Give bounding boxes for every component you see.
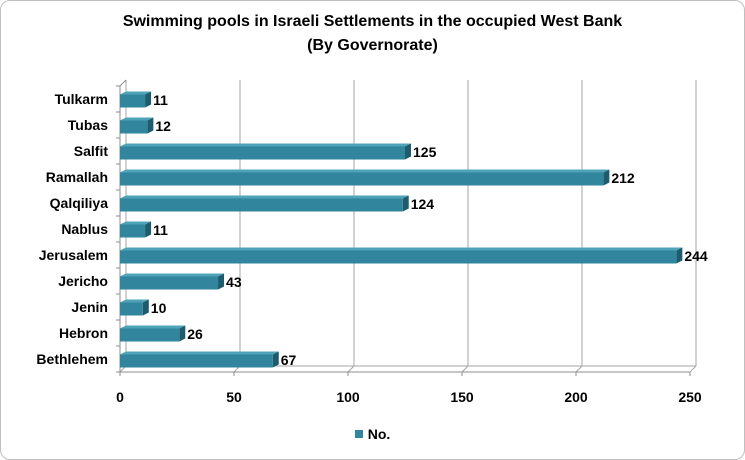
data-label: 244 [684,248,708,264]
bar-front-face [120,250,677,264]
x-tick-label: 50 [226,389,242,405]
data-label: 67 [281,352,297,368]
floor-gridline [689,365,697,373]
axis-layer: 0 50 100 150 200 250 [116,79,702,405]
data-label: 125 [413,144,437,160]
bar [120,169,610,186]
x-tick-label: 250 [678,389,702,405]
bar-top-face [120,299,149,303]
bar [120,273,225,290]
legend-swatch [354,430,363,438]
floor-gridline [461,365,469,373]
y-axis-top-edge [119,79,127,87]
label-layer: Tulkarm 11 Tubas 12 Salfit 125 Ramallah 212 Qalq… [36,91,707,368]
data-label: 11 [153,92,168,108]
category-label: Qalqiliya [50,195,109,211]
bar-side-face [179,325,186,342]
bar-top-face [120,221,152,225]
bar-side-face [405,143,411,160]
bar-side-face [145,221,152,238]
bar-front-face [120,146,405,160]
category-label: Bethlehem [36,351,108,367]
chart-title-line1: Swimming pools in Israeli Settlements in… [122,13,623,30]
bar-top-face [120,91,152,95]
bar-front-face [120,120,148,134]
bar-front-face [120,302,143,316]
bar-side-face [145,91,152,108]
category-label: Jerusalem [39,247,108,263]
bar-side-face [272,351,279,368]
floor-gridline [347,365,355,373]
bar-top-face [120,273,225,277]
bar-top-face [120,351,279,355]
category-label: Ramallah [46,169,108,185]
legend: No. [0,426,745,442]
bar-top-face [120,195,409,199]
bar-front-face [120,94,146,108]
bar-front-face [120,328,180,342]
bar [120,195,409,212]
bar-side-face [142,299,149,316]
bar [120,221,152,238]
category-label: Tubas [68,117,108,133]
bar-front-face [120,224,146,238]
category-label: Hebron [59,325,108,341]
bar-side-face [676,247,683,264]
bar-side-face [402,195,409,212]
bar-front-face [120,198,403,212]
bar-front-face [120,354,273,368]
x-tick-label: 150 [450,389,474,405]
bar-side-face [603,169,610,186]
bar [120,247,683,264]
bar [120,299,149,316]
bar-top-face [120,117,154,121]
x-tick-label: 100 [336,389,360,405]
bar [120,117,154,134]
data-label: 212 [611,170,635,186]
category-label: Jenin [71,299,108,315]
data-label: 12 [155,118,171,134]
x-tick-label: 200 [564,389,588,405]
category-label: Jericho [58,273,108,289]
bar-side-face [218,273,225,290]
bar-side-face [147,117,154,134]
bar [120,351,279,368]
category-label: Salfit [74,143,109,159]
data-label: 26 [187,326,203,342]
bar-layer [120,91,683,368]
data-label: 43 [226,274,242,290]
chart-title-line2: (By Governorate) [307,37,438,54]
chart-title: Swimming pools in Israeli Settlements in… [0,10,745,58]
category-label: Nablus [61,221,108,237]
bar-top-face [120,325,186,329]
bar-top-face [120,169,610,173]
grid-layer [119,80,697,373]
x-tick-label: 0 [116,389,124,405]
bar-top-face [120,247,683,251]
data-label: 10 [151,300,167,316]
bar-front-face [120,276,219,290]
category-label: Tulkarm [55,91,108,107]
bar-top-face [120,143,411,147]
floor-gridline [575,365,583,373]
legend-label: No. [367,426,391,442]
data-label: 11 [153,222,168,238]
bar [120,143,411,160]
bar-front-face [120,172,604,186]
bar [120,325,186,342]
data-label: 124 [411,196,435,212]
bar [120,91,152,108]
